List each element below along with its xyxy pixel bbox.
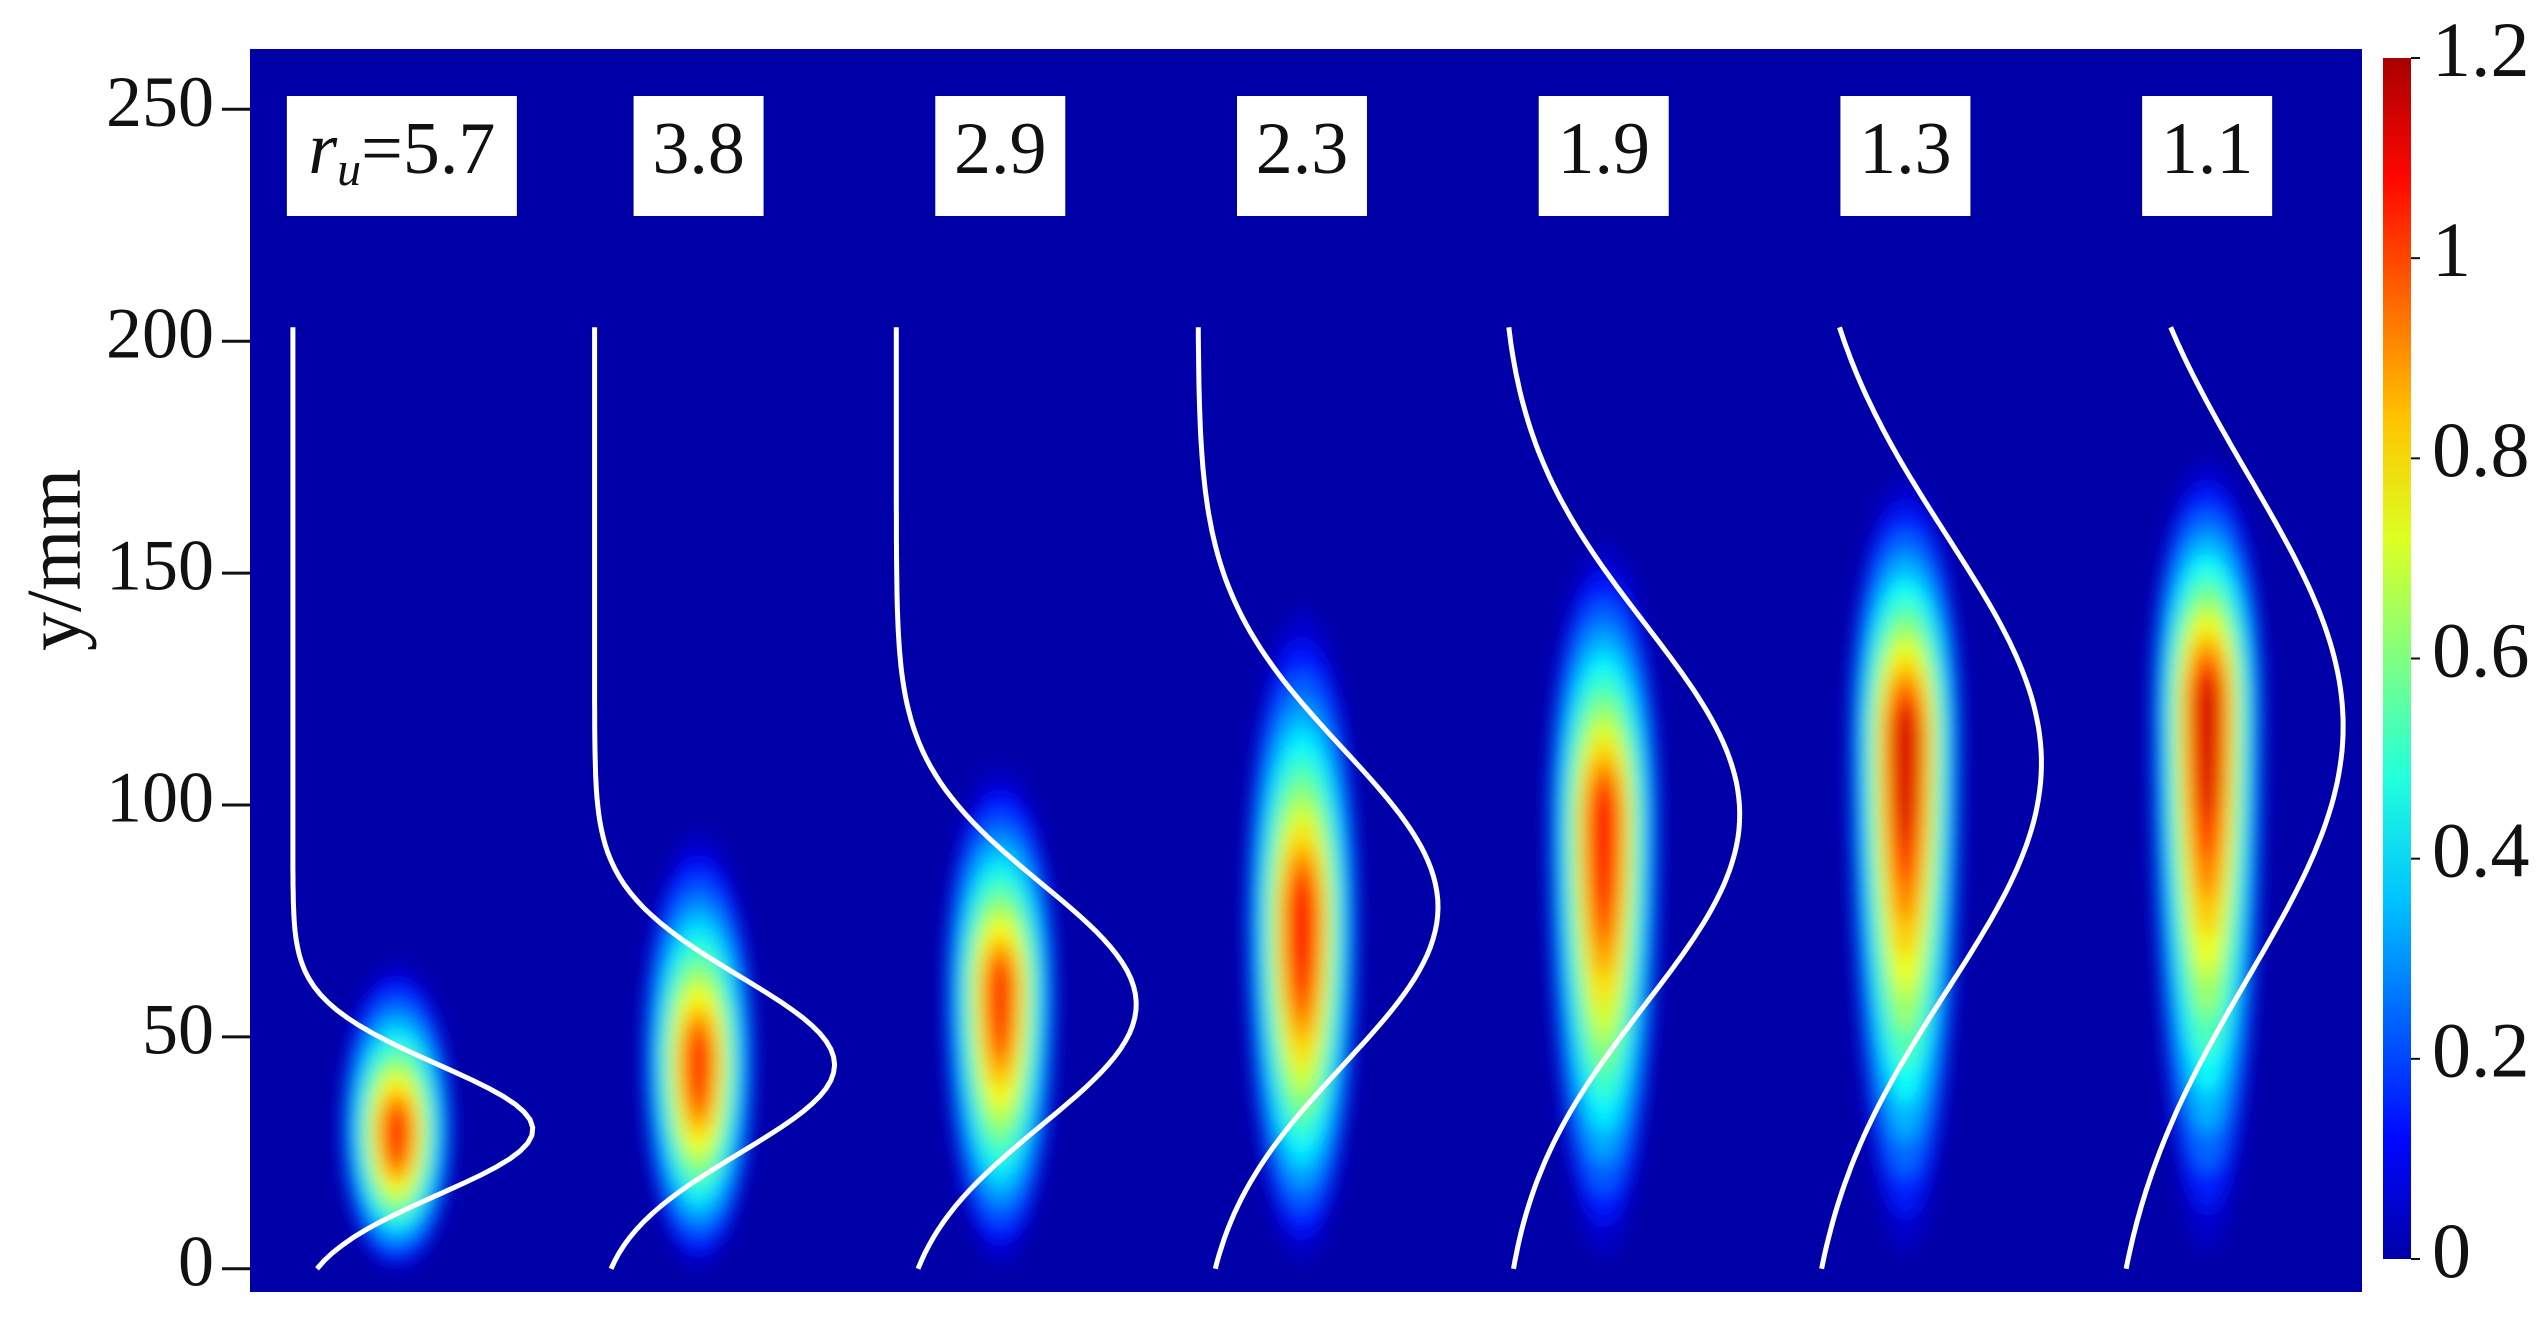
label-symbol: r [308, 108, 338, 190]
flame-level [1290, 881, 1314, 995]
case-label-box [1538, 96, 1669, 216]
colorbar-tick-label: 0.2 [2432, 1007, 2530, 1094]
case-label: ru=5.7 [308, 108, 495, 196]
y-tick-label: 150 [106, 526, 214, 606]
case-label-box [633, 96, 764, 216]
flame [1545, 543, 1662, 1257]
case-label-box [1840, 96, 1971, 216]
case-label: 1.1 [2161, 108, 2254, 190]
profile-curve [2123, 326, 2346, 1270]
flame-level [385, 1107, 409, 1166]
profile-curve [893, 327, 1139, 1270]
y-tick-label: 0 [178, 1221, 214, 1301]
label-subscript: u [337, 143, 361, 196]
case-label-box [2142, 96, 2273, 216]
flame-level [2195, 675, 2219, 821]
flame [640, 831, 757, 1269]
y-axis-label: y/mm [10, 469, 97, 651]
flame-level [1592, 787, 1615, 916]
case-label: 3.8 [652, 108, 745, 190]
case-label: 1.9 [1557, 108, 1650, 190]
y-tick-label: 100 [106, 758, 214, 838]
case-label: 2.9 [954, 108, 1047, 190]
y-tick-label: 250 [106, 62, 214, 142]
profile-curve [1195, 327, 1441, 1270]
case-label: 2.3 [1256, 108, 1349, 190]
flame [1847, 478, 1964, 1253]
flames [338, 460, 2266, 1272]
colorbar-tick-label: 0 [2432, 1207, 2471, 1294]
profile-curve [290, 327, 536, 1271]
flame [942, 766, 1059, 1265]
flame [1244, 608, 1360, 1262]
flame [338, 961, 455, 1272]
colorbar-tick-label: 0.4 [2432, 807, 2530, 894]
case-label-value: 5.7 [403, 108, 496, 190]
colorbar-tick-label: 1 [2432, 206, 2471, 293]
case-label-box [935, 96, 1066, 216]
y-tick-label: 200 [106, 294, 214, 374]
colorbar [2383, 58, 2411, 1259]
profile-curve [1819, 326, 2044, 1270]
colorbar-tick-label: 0.6 [2432, 606, 2530, 693]
flame-level [687, 1030, 710, 1109]
y-tick-label: 50 [142, 989, 214, 1069]
colorbar-tick-label: 1.2 [2432, 6, 2530, 93]
flame-level [1894, 706, 1917, 848]
case-label-box [286, 96, 517, 216]
case-label-box [1237, 96, 1367, 216]
flame [2149, 460, 2266, 1251]
flame-level [989, 961, 1012, 1052]
label-sign: = [361, 108, 403, 190]
profile-curve [592, 327, 838, 1270]
profile-curve [1506, 326, 1743, 1270]
colorbar-tick-label: 0.8 [2432, 406, 2530, 493]
case-label: 1.3 [1859, 108, 1952, 190]
